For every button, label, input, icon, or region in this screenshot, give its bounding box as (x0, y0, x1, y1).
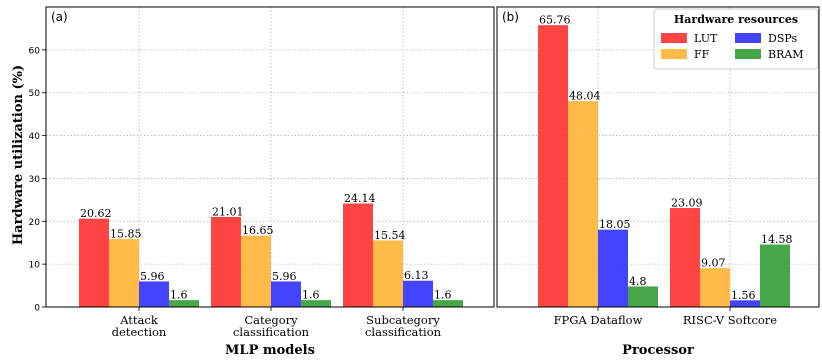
bar-ff (568, 101, 598, 307)
panel-label: (b) (502, 10, 519, 24)
bar-bram (433, 300, 463, 307)
bar-value-label: 65.76 (539, 14, 571, 27)
legend-label-bram: BRAM (768, 48, 804, 61)
bar-value-label: 48.04 (569, 90, 601, 103)
x-tick-label: detection (112, 325, 167, 339)
x-tick-label: RISC-V Softcore (683, 313, 777, 327)
bar-dsps (271, 281, 301, 307)
plot-frame (496, 6, 820, 308)
y-tick-label: 40 (29, 132, 41, 142)
bar-bram (169, 300, 199, 307)
bar-ff (109, 239, 139, 307)
panel-label: (a) (51, 10, 68, 24)
bar-bram (628, 286, 658, 307)
bar-lut (79, 218, 109, 307)
bar-dsps (403, 280, 433, 307)
bar-dsps (730, 300, 760, 307)
x-axis-label: MLP models (225, 343, 315, 358)
x-axis-label: Processor (622, 343, 694, 358)
legend-swatch-dsps (735, 33, 761, 43)
bar-value-label: 5.96 (140, 270, 165, 283)
y-tick-label: 0 (34, 304, 40, 314)
bar-lut (670, 208, 700, 307)
legend-swatch-ff (661, 49, 687, 59)
bar-value-label: 21.01 (212, 205, 244, 218)
x-tick-label: FPGA Dataflow (554, 313, 643, 327)
bar-value-label: 16.65 (242, 224, 274, 237)
bar-value-label: 20.62 (80, 207, 112, 220)
y-tick-label: 20 (29, 218, 41, 228)
legend-title: Hardware resources (674, 13, 798, 26)
legend: Hardware resources LUT FF DSPs BRAM (653, 8, 819, 70)
bar-dsps (139, 281, 169, 307)
bar-ff (700, 268, 730, 307)
legend-label-dsps: DSPs (768, 32, 797, 45)
bar-lut (211, 216, 241, 307)
y-tick-label: 50 (29, 89, 41, 99)
bar-value-label: 1.56 (731, 289, 756, 302)
plot-frame (45, 6, 495, 308)
bar-value-label: 1.6 (434, 289, 452, 302)
bar-ff (241, 235, 271, 307)
x-tick-label: Attack (119, 313, 159, 327)
bar-dsps (598, 229, 628, 307)
legend-label-ff: FF (694, 48, 710, 61)
y-axis-label: Hardware utilization (%) (11, 65, 26, 245)
x-tick-label: classification (365, 325, 442, 339)
bar-value-label: 4.8 (629, 275, 647, 288)
x-tick-label: Category (244, 313, 298, 327)
bar-lut (343, 203, 373, 307)
bar-value-label: 1.6 (170, 289, 188, 302)
bar-bram (760, 244, 790, 307)
bar-value-label: 5.96 (272, 270, 297, 283)
bar-value-label: 15.54 (374, 229, 406, 242)
legend-swatch-bram (735, 49, 761, 59)
bar-bram (301, 300, 331, 307)
bar-value-label: 9.07 (701, 257, 726, 270)
legend-label-lut: LUT (694, 32, 718, 45)
bar-lut (538, 25, 568, 308)
x-tick-label: Subcategory (366, 313, 440, 327)
bar-value-label: 18.05 (599, 218, 631, 231)
bar-value-label: 6.13 (404, 269, 429, 282)
bar-value-label: 14.58 (761, 233, 793, 246)
bar-ff (373, 240, 403, 307)
bar-value-label: 15.85 (110, 228, 142, 241)
bar-value-label: 24.14 (344, 192, 376, 205)
legend-swatch-lut (661, 33, 687, 43)
x-tick-label: classification (233, 325, 310, 339)
y-tick-label: 30 (29, 175, 41, 185)
y-tick-label: 60 (29, 46, 41, 56)
bar-value-label: 23.09 (671, 197, 703, 210)
y-tick-label: 10 (29, 261, 41, 271)
bar-value-label: 1.6 (302, 289, 320, 302)
